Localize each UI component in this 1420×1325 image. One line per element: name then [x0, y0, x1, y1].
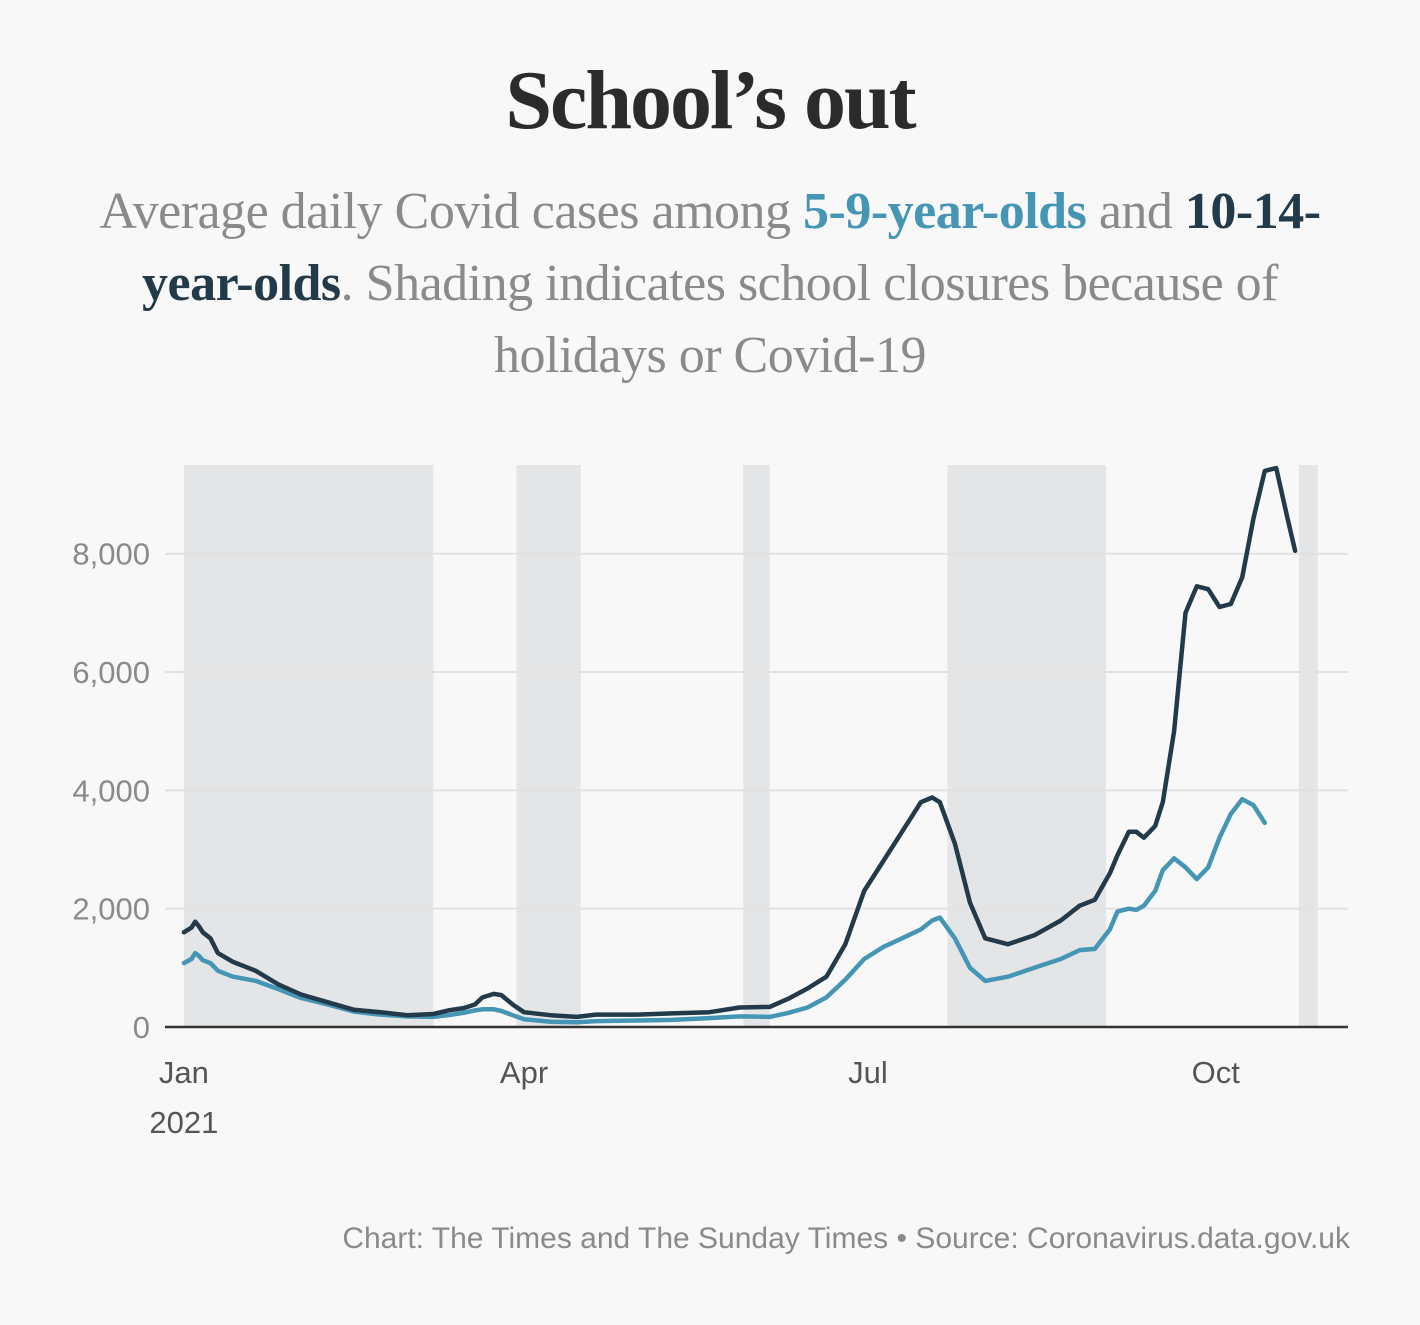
x-tick-label-2: Jul: [848, 1055, 888, 1090]
series-lines-group: [181, 465, 1298, 1025]
chart-subtitle: Average daily Covid cases among 5-9-year…: [60, 176, 1360, 392]
source-credit: Chart: The Times and The Sunday Times • …: [342, 1222, 1350, 1255]
x-axis-ticks: Jan 2021 Apr Jul Oct: [149, 1055, 1240, 1140]
gridlines-group: [165, 552, 1348, 910]
series-line-5-9: [181, 796, 1268, 1025]
x-tick-label-1: Apr: [500, 1055, 548, 1090]
closure-shading-0: [183, 465, 434, 1027]
subtitle-text-3: . Shading indicates school closures beca…: [340, 255, 1279, 384]
closure-shading-group: [183, 465, 1318, 1027]
y-tick-label-2: 4,000: [72, 773, 150, 808]
series-a-highlight: 5-9-year-olds: [803, 183, 1087, 240]
closure-shading-2: [743, 465, 770, 1027]
x-tick-sublabel-0: 2021: [149, 1105, 218, 1140]
y-axis-ticks: 0 2,000 4,000 6,000 8,000: [72, 537, 150, 1045]
y-tick-label-0: 0: [133, 1010, 150, 1045]
series-b-highlight: 10-14-year-olds: [142, 183, 1321, 312]
series-line-10-14: [181, 465, 1298, 1020]
chart-title: School’s out: [505, 54, 916, 147]
y-tick-label-1: 2,000: [72, 892, 150, 927]
subtitle-text-1: Average daily Covid cases among: [99, 183, 804, 240]
closure-shading-1: [516, 465, 581, 1027]
subtitle-text-2: and: [1086, 183, 1185, 240]
y-tick-label-3: 6,000: [72, 655, 150, 690]
x-tick-label-3: Oct: [1192, 1055, 1241, 1090]
closure-shading-3: [947, 465, 1107, 1027]
y-tick-label-4: 8,000: [72, 537, 150, 572]
closure-shading-4: [1298, 465, 1318, 1027]
x-tick-label-0: Jan: [159, 1055, 209, 1090]
